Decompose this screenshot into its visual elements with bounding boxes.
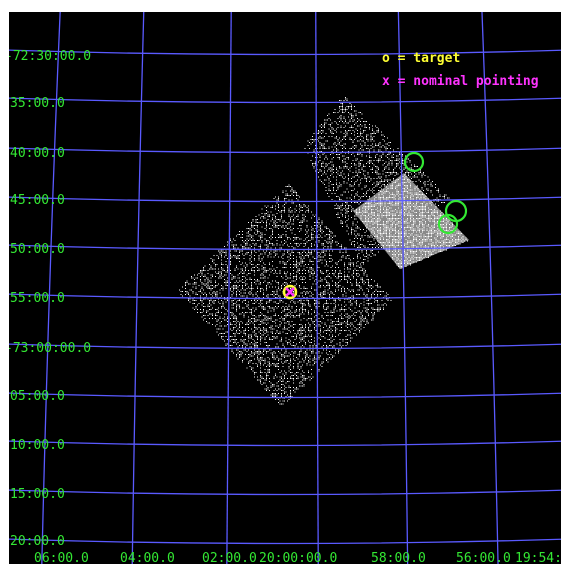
ra-grid-line xyxy=(481,12,499,564)
ra-grid-line xyxy=(397,12,409,564)
sky-plot[interactable]: -72:30:00.0 35:00.0 40:00.0 45:00.0 50:0… xyxy=(9,12,561,564)
coordinate-grid xyxy=(9,12,561,564)
dec-label: 20:00.0 xyxy=(10,534,65,549)
ra-label: 58:00.0 xyxy=(371,551,426,564)
ra-label: 19:54: xyxy=(515,551,561,564)
ra-label: 56:00.0 xyxy=(456,551,511,564)
ra-grid-line xyxy=(131,12,145,564)
dec-grid-line xyxy=(9,489,561,496)
ra-label: 04:00.0 xyxy=(120,551,175,564)
legend-pointing: x = nominal pointing xyxy=(382,74,539,89)
target-circle-icon xyxy=(282,284,298,300)
sky-canvas xyxy=(9,12,561,564)
source-ring-icon xyxy=(437,213,459,235)
dec-label: 50:00.0 xyxy=(10,242,65,257)
dec-grid-line xyxy=(9,392,561,399)
dec-grid-line xyxy=(9,293,561,300)
ra-grid-line xyxy=(41,12,61,564)
dec-label: 45:00.0 xyxy=(10,193,65,208)
dec-grid-line xyxy=(9,196,561,203)
ra-label: 20:00:00.0 xyxy=(259,551,338,564)
exposure-layer xyxy=(179,97,469,405)
ra-grid-line xyxy=(315,12,319,564)
nominal-pointing-x-icon xyxy=(285,287,295,297)
dec-label: -72:30:00.0 xyxy=(9,49,92,64)
dec-grid-line xyxy=(9,97,561,104)
ra-label: 06:00.0 xyxy=(34,551,89,564)
dec-grid-line xyxy=(9,343,561,350)
detector-upper xyxy=(304,97,450,265)
dec-label: 35:00.0 xyxy=(10,96,65,111)
dec-grid-line xyxy=(9,49,561,56)
ra-grid-line xyxy=(226,12,232,564)
dec-label: 55:00.0 xyxy=(10,291,65,306)
dec-label: 15:00.0 xyxy=(10,487,65,502)
dec-label: -73:00:00.0 xyxy=(9,341,92,356)
dec-grid-line xyxy=(9,244,561,251)
dec-label: 40:00.0 xyxy=(10,146,65,161)
dec-grid-line xyxy=(9,147,561,154)
source-ring-icon xyxy=(403,151,425,173)
dec-grid-line xyxy=(9,440,561,447)
markers-layer xyxy=(282,151,468,300)
dec-grid-line xyxy=(9,538,561,545)
dec-label: 10:00.0 xyxy=(10,438,65,453)
dec-label: 05:00.0 xyxy=(10,389,65,404)
detector-bright xyxy=(353,173,469,269)
legend-target: o = target xyxy=(382,51,461,66)
ra-label: 02:00.0 xyxy=(202,551,257,564)
detector-main xyxy=(179,184,392,405)
